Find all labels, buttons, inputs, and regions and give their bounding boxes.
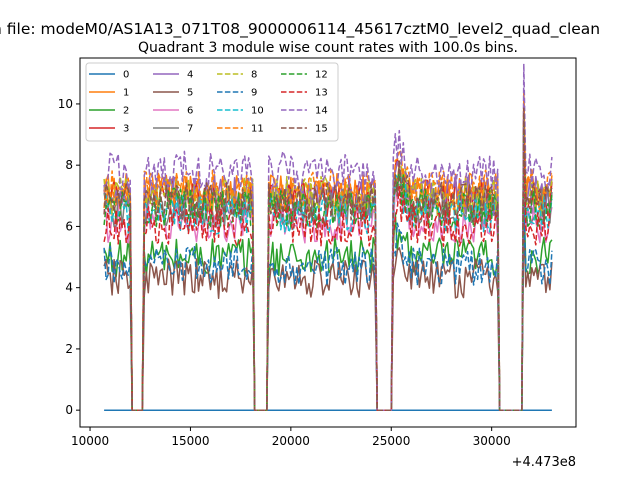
legend-label-11: 11	[251, 124, 264, 135]
x-tick-label: 20000	[272, 434, 310, 448]
legend-label-0: 0	[123, 70, 129, 81]
legend-label-5: 5	[187, 88, 193, 99]
x-tick-label: 25000	[372, 434, 410, 448]
legend-label-10: 10	[251, 106, 264, 117]
legend-label-1: 1	[123, 88, 129, 99]
legend-label-15: 15	[315, 124, 328, 135]
legend-label-3: 3	[123, 124, 129, 135]
legend-label-14: 14	[315, 106, 328, 117]
file-suptitle: n file: modeM0/AS1A13_071T08_9000006114_…	[0, 20, 600, 39]
series-layer	[103, 63, 553, 411]
x-tick-label: 30000	[473, 434, 511, 448]
legend-label-12: 12	[315, 70, 328, 81]
series-line-5	[103, 218, 553, 411]
y-tick-label: 6	[65, 219, 73, 233]
y-tick-label: 8	[65, 158, 73, 172]
y-tick-label: 4	[65, 281, 73, 295]
series-line-9	[103, 200, 553, 411]
y-tick-label: 0	[65, 403, 73, 417]
legend-label-4: 4	[187, 70, 193, 81]
legend-label-8: 8	[251, 70, 257, 81]
chart-title: Quadrant 3 module wise count rates with …	[138, 40, 518, 56]
series-line-11	[103, 89, 553, 411]
series-line-15	[103, 107, 553, 411]
legend-box	[85, 62, 339, 142]
series-line-12	[103, 116, 553, 411]
x-offset-label: +4.473e8	[512, 455, 576, 470]
plot-frame	[79, 57, 577, 428]
series-line-2	[103, 187, 553, 411]
series-line-14	[103, 63, 553, 411]
legend-label-13: 13	[315, 88, 328, 99]
legend-label-7: 7	[187, 124, 193, 135]
x-axis: 10000 15000 20000 25000 30000	[71, 427, 511, 448]
y-axis: 0 2 4 6 8 10	[58, 97, 80, 417]
y-tick-label: 10	[58, 97, 73, 111]
legend-label-6: 6	[187, 106, 193, 117]
series-line-13	[103, 142, 553, 411]
legend-label-9: 9	[251, 88, 257, 99]
x-tick-label: 10000	[71, 434, 109, 448]
series-line-10	[103, 125, 553, 411]
legend-label-2: 2	[123, 106, 129, 117]
x-tick-label: 15000	[171, 434, 209, 448]
y-tick-label: 2	[65, 342, 73, 356]
